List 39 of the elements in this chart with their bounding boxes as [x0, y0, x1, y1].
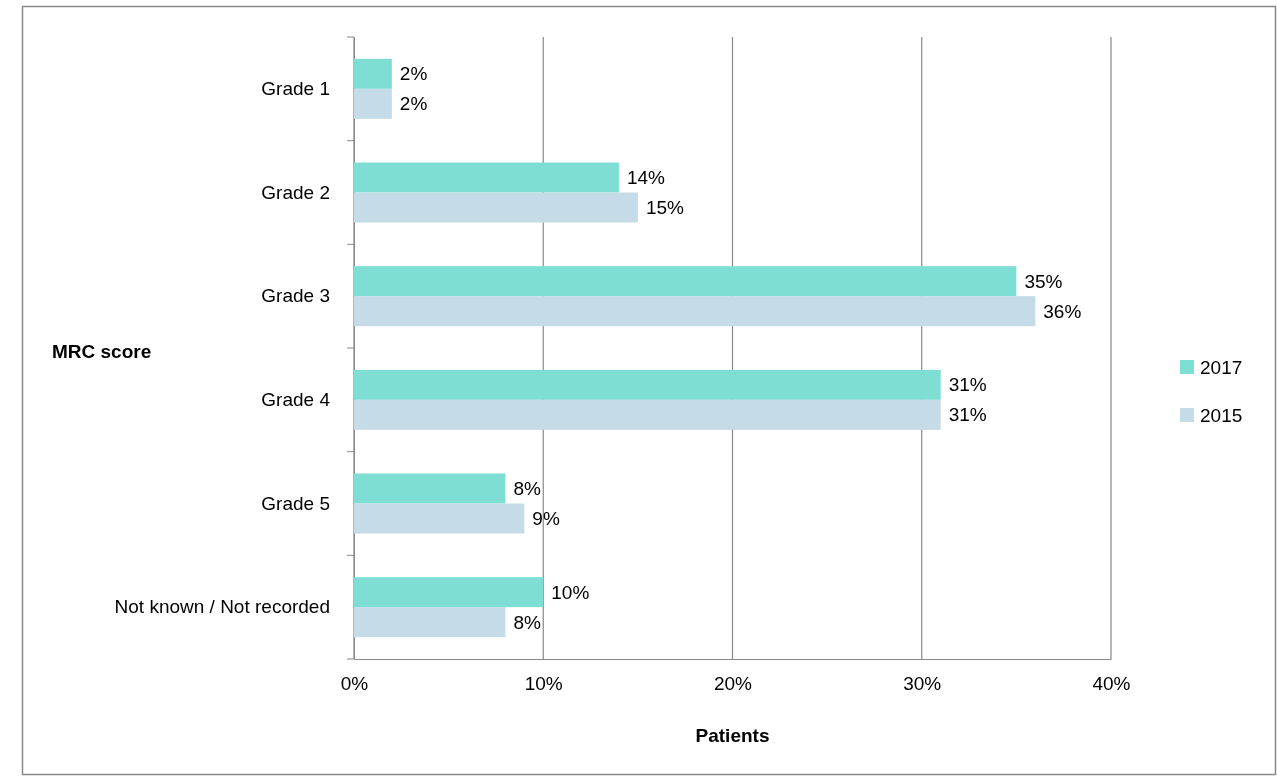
bar [354, 503, 525, 534]
data-label: 36% [1043, 300, 1082, 322]
bar [354, 192, 638, 223]
data-label: 31% [948, 404, 987, 426]
bar [354, 88, 392, 119]
data-label: 8% [513, 611, 541, 633]
x-tick-label: 10% [524, 673, 563, 695]
bar [354, 369, 941, 400]
x-tick-label: 30% [903, 673, 942, 695]
bar [354, 607, 506, 638]
bar [354, 473, 506, 504]
legend-label: 2017 [1200, 356, 1243, 378]
y-tick-label: Not known / Not recorded [114, 596, 330, 618]
bar [354, 577, 544, 608]
y-tick-label: Grade 4 [261, 388, 331, 410]
x-axis-title: Patients [695, 725, 770, 746]
data-label: 10% [551, 581, 590, 603]
y-tick-label: Grade 2 [261, 181, 330, 203]
data-label: 35% [1024, 270, 1063, 292]
bar [354, 162, 619, 193]
y-tick-label: Grade 5 [261, 492, 330, 514]
data-label: 8% [513, 478, 541, 500]
data-label: 2% [399, 63, 428, 85]
legend-label: 2015 [1200, 404, 1243, 426]
data-label: 2% [399, 93, 428, 115]
x-tick-label: 20% [713, 673, 753, 695]
data-label: 15% [645, 197, 685, 219]
x-tick-label: 0% [340, 673, 369, 695]
y-tick-label: Grade 3 [261, 285, 330, 307]
y-tick-label: Grade 1 [261, 77, 330, 99]
bar [354, 266, 1017, 297]
bar [354, 296, 1036, 327]
data-label: 14% [626, 167, 666, 189]
x-tick-label: 40% [1092, 673, 1131, 695]
y-axis-title: MRC score [52, 341, 152, 362]
bar [354, 399, 941, 430]
data-label: 31% [948, 374, 987, 396]
data-label: 9% [532, 508, 560, 530]
bar [354, 58, 392, 89]
